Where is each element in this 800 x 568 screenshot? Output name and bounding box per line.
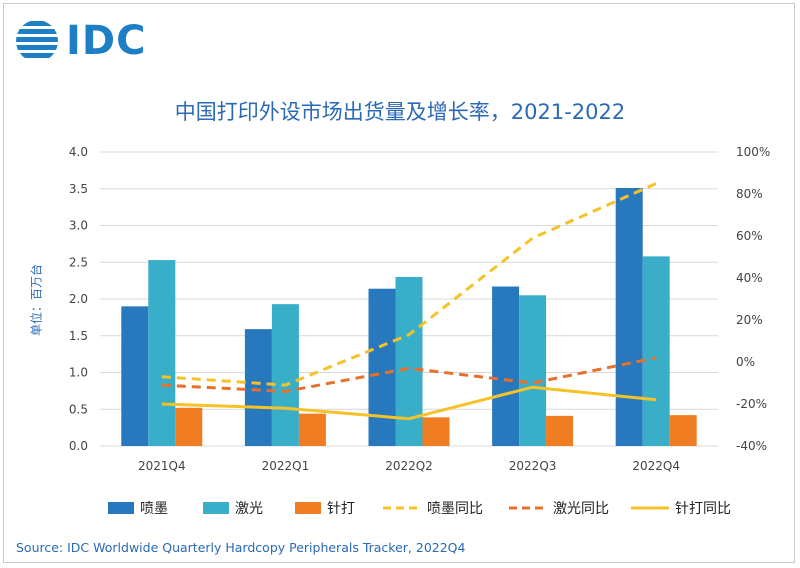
x-tick-label: 2022Q4 [632, 459, 680, 473]
idc-logo: IDC [14, 18, 146, 64]
chart-frame [3, 3, 795, 563]
bar [271, 304, 299, 446]
y2-tick-label: 40% [736, 271, 763, 285]
globe-icon [16, 21, 58, 58]
logo-text: IDC [66, 18, 147, 64]
bar [422, 417, 450, 446]
legend-swatch [203, 502, 229, 514]
legend-swatch [295, 502, 321, 514]
y2-tick-label: -20% [736, 397, 767, 411]
y-tick-label: 2.5 [69, 255, 88, 269]
chart-title: 中国打印外设市场出货量及增长率，2021-2022 [174, 100, 626, 124]
y-tick-label: 3.0 [69, 219, 88, 233]
y2-tick-label: -40% [736, 439, 767, 453]
bar [642, 256, 670, 446]
bar [669, 415, 697, 446]
y-tick-label: 0.0 [69, 439, 88, 453]
bar [148, 260, 176, 446]
y2-tick-label: 60% [736, 229, 763, 243]
legend-label: 激光 [235, 500, 263, 517]
series-line [161, 182, 657, 387]
series-line [161, 356, 657, 393]
source-note: Source: IDC Worldwide Quarterly Hardcopy… [16, 540, 466, 555]
bar [368, 288, 396, 446]
y-tick-label: 4.0 [69, 145, 88, 159]
y2-tick-label: 80% [736, 187, 763, 201]
y-tick-label: 1.5 [69, 329, 88, 343]
y-tick-label: 3.5 [69, 182, 88, 196]
x-tick-label: 2022Q1 [262, 459, 310, 473]
legend-swatch [108, 502, 134, 514]
legend-label: 喷墨同比 [427, 501, 483, 517]
y-tick-label: 0.5 [69, 402, 88, 416]
legend-label: 激光同比 [553, 500, 609, 517]
bar [519, 295, 547, 446]
bar [121, 306, 149, 446]
bar [615, 188, 643, 446]
bar [395, 276, 423, 446]
legend-label: 针打 [327, 500, 355, 517]
bar [298, 413, 326, 446]
y2-tick-label: 0% [736, 355, 755, 369]
series-line [161, 385, 657, 421]
bar [244, 329, 272, 446]
bar [492, 286, 520, 446]
bar [546, 415, 574, 446]
legend-label: 喷墨 [140, 501, 168, 517]
bar [175, 407, 203, 446]
legend-label: 针打同比 [675, 500, 731, 517]
x-tick-label: 2021Q4 [138, 459, 186, 473]
y-tick-label: 1.0 [69, 366, 88, 380]
y2-tick-label: 20% [736, 313, 763, 327]
x-tick-label: 2022Q2 [385, 459, 433, 473]
y-tick-label: 2.0 [69, 292, 88, 306]
y2-tick-label: 100% [736, 145, 770, 159]
x-tick-label: 2022Q3 [509, 459, 557, 473]
